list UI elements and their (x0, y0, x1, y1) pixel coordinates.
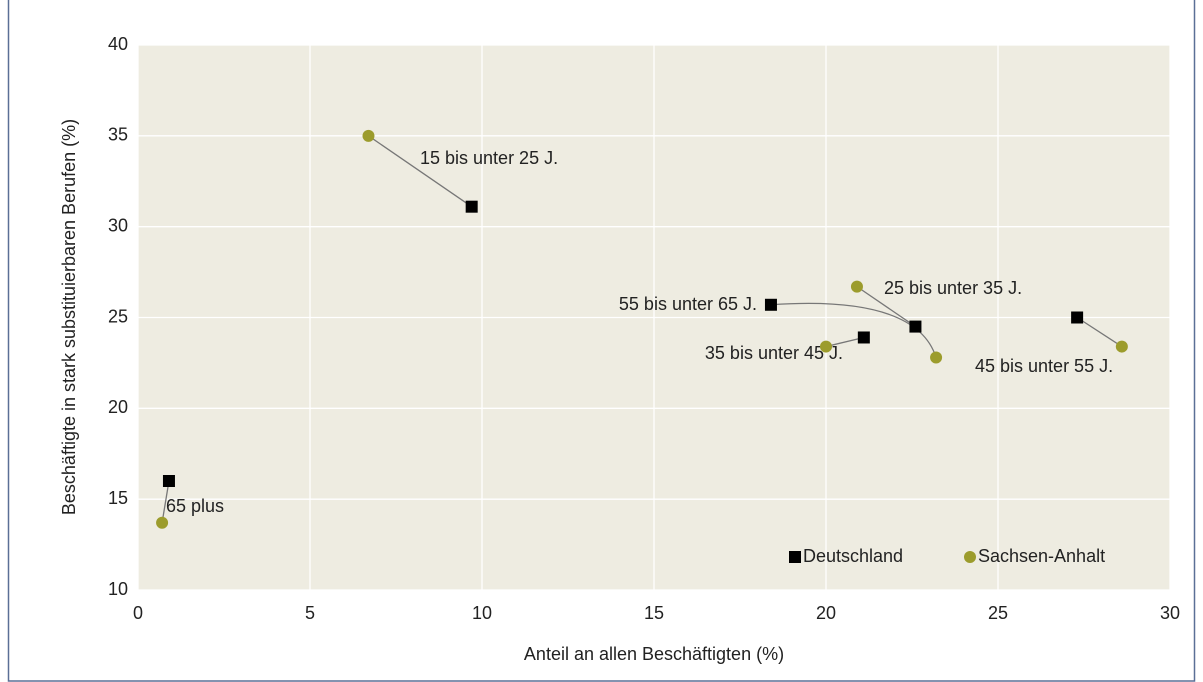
point-label: 65 plus (166, 496, 224, 516)
y-tick-label: 25 (108, 306, 128, 326)
point (1115, 340, 1128, 353)
point (1071, 311, 1084, 324)
connector (1076, 316, 1123, 348)
x-tick-label: 0 (133, 603, 143, 623)
y-tick-label: 15 (108, 488, 128, 508)
y-tick-label: 30 (108, 215, 128, 235)
legend-marker (789, 551, 801, 563)
x-tick-label: 30 (1160, 603, 1180, 623)
point (362, 129, 375, 142)
y-tick-label: 40 (108, 34, 128, 54)
y-tick-label: 20 (108, 397, 128, 417)
point (156, 516, 169, 529)
point (930, 351, 943, 364)
point-label: 35 bis unter 45 J. (705, 343, 843, 363)
point (820, 340, 832, 353)
connector (825, 336, 864, 348)
x-tick-label: 20 (816, 603, 836, 623)
point (764, 298, 777, 311)
connector (368, 135, 473, 208)
point (850, 280, 863, 293)
y-tick-label: 35 (108, 125, 128, 145)
x-tick-label: 25 (988, 603, 1008, 623)
x-tick-label: 15 (644, 603, 664, 623)
x-axis-label: Anteil an allen Beschäftigten (%) (524, 644, 784, 664)
point (162, 475, 175, 487)
point-label: 25 bis unter 35 J. (884, 278, 1022, 298)
x-tick-label: 10 (472, 603, 492, 623)
connector (161, 480, 170, 523)
legend-marker (964, 551, 976, 563)
legend-label: Deutschland (803, 546, 903, 566)
point-label: 55 bis unter 65 J. (619, 294, 757, 314)
connector (856, 286, 916, 328)
y-axis-label: Beschäftigte in stark substituierbaren B… (59, 119, 79, 515)
point-label: 15 bis unter 25 J. (420, 148, 558, 168)
x-tick-label: 5 (305, 603, 315, 623)
point (909, 320, 922, 333)
point-label: 45 bis unter 55 J. (975, 356, 1113, 376)
connector (770, 302, 937, 358)
point (465, 200, 478, 213)
point (857, 331, 870, 344)
legend-label: Sachsen-Anhalt (978, 546, 1105, 566)
y-tick-label: 10 (108, 579, 128, 599)
